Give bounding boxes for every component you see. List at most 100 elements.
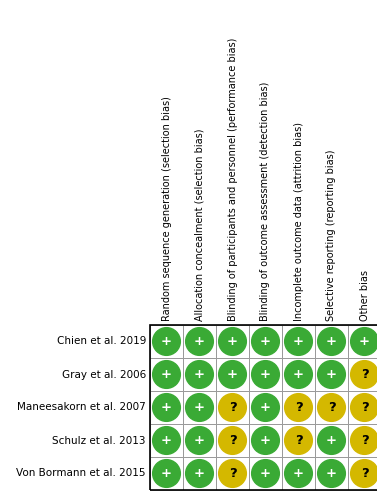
Bar (348, 325, 377, 358)
Text: +: + (326, 434, 337, 447)
Bar (249, 457, 282, 490)
Bar (348, 358, 377, 391)
Bar (315, 325, 348, 358)
Bar (150, 325, 377, 490)
Ellipse shape (318, 360, 345, 388)
Bar (282, 391, 315, 424)
Text: +: + (227, 335, 238, 348)
Text: +: + (326, 368, 337, 381)
Bar (183, 358, 216, 391)
Bar (282, 325, 315, 358)
Bar (150, 424, 183, 457)
Text: +: + (326, 467, 337, 480)
Text: ?: ? (294, 401, 302, 414)
Text: Other bias: Other bias (360, 270, 369, 321)
Text: Maneesakorn et al. 2007: Maneesakorn et al. 2007 (17, 402, 146, 412)
Text: Random sequence generation (selection bias): Random sequence generation (selection bi… (161, 96, 172, 321)
Ellipse shape (251, 328, 279, 355)
Bar (348, 424, 377, 457)
Text: +: + (161, 434, 172, 447)
Ellipse shape (285, 426, 313, 454)
Ellipse shape (185, 460, 213, 487)
Ellipse shape (153, 426, 180, 454)
Ellipse shape (219, 328, 246, 355)
Text: ?: ? (228, 467, 236, 480)
Ellipse shape (285, 360, 313, 388)
Ellipse shape (351, 360, 377, 388)
Ellipse shape (285, 460, 313, 487)
Ellipse shape (153, 460, 180, 487)
Text: Allocation concealment (selection bias): Allocation concealment (selection bias) (195, 128, 204, 321)
Ellipse shape (351, 426, 377, 454)
Ellipse shape (318, 460, 345, 487)
Bar (216, 424, 249, 457)
Text: +: + (194, 335, 205, 348)
Bar (282, 424, 315, 457)
Text: +: + (359, 335, 370, 348)
Bar (183, 391, 216, 424)
Bar (315, 457, 348, 490)
Ellipse shape (285, 328, 313, 355)
Text: +: + (194, 467, 205, 480)
Text: Schulz et al. 2013: Schulz et al. 2013 (52, 436, 146, 446)
Bar (216, 358, 249, 391)
Text: ?: ? (228, 401, 236, 414)
Bar (348, 457, 377, 490)
Bar (249, 391, 282, 424)
Bar (183, 424, 216, 457)
Bar (216, 391, 249, 424)
Text: +: + (194, 401, 205, 414)
Ellipse shape (153, 394, 180, 421)
Ellipse shape (251, 460, 279, 487)
Text: +: + (293, 467, 304, 480)
Bar (183, 457, 216, 490)
Bar (150, 358, 183, 391)
Text: +: + (161, 335, 172, 348)
Text: Chien et al. 2019: Chien et al. 2019 (57, 336, 146, 346)
Text: +: + (161, 467, 172, 480)
Text: ?: ? (361, 368, 368, 381)
Text: Incomplete outcome data (attrition bias): Incomplete outcome data (attrition bias) (294, 122, 303, 321)
Ellipse shape (219, 460, 246, 487)
Ellipse shape (153, 360, 180, 388)
Text: +: + (260, 368, 271, 381)
Bar (348, 391, 377, 424)
Text: +: + (194, 368, 205, 381)
Text: Von Bormann et al. 2015: Von Bormann et al. 2015 (17, 468, 146, 478)
Ellipse shape (219, 426, 246, 454)
Bar (216, 457, 249, 490)
Ellipse shape (318, 328, 345, 355)
Ellipse shape (285, 394, 313, 421)
Text: +: + (260, 434, 271, 447)
Ellipse shape (185, 360, 213, 388)
Bar (315, 358, 348, 391)
Text: ?: ? (361, 401, 368, 414)
Text: +: + (161, 401, 172, 414)
Text: ?: ? (294, 434, 302, 447)
Text: +: + (293, 335, 304, 348)
Ellipse shape (251, 394, 279, 421)
Ellipse shape (251, 360, 279, 388)
Text: +: + (326, 335, 337, 348)
Text: +: + (260, 401, 271, 414)
Text: Blinding of participants and personnel (performance bias): Blinding of participants and personnel (… (227, 38, 238, 321)
Ellipse shape (351, 394, 377, 421)
Ellipse shape (185, 394, 213, 421)
Bar (282, 358, 315, 391)
Text: +: + (293, 368, 304, 381)
Bar (150, 457, 183, 490)
Text: Selective reporting (reporting bias): Selective reporting (reporting bias) (326, 150, 337, 321)
Ellipse shape (219, 360, 246, 388)
Ellipse shape (251, 426, 279, 454)
Text: +: + (260, 335, 271, 348)
Ellipse shape (185, 426, 213, 454)
Text: Blinding of outcome assessment (detection bias): Blinding of outcome assessment (detectio… (261, 82, 271, 321)
Bar (150, 325, 183, 358)
Bar (150, 391, 183, 424)
Ellipse shape (219, 394, 246, 421)
Ellipse shape (318, 426, 345, 454)
Text: +: + (161, 368, 172, 381)
Ellipse shape (351, 460, 377, 487)
Bar (249, 325, 282, 358)
Text: +: + (227, 368, 238, 381)
